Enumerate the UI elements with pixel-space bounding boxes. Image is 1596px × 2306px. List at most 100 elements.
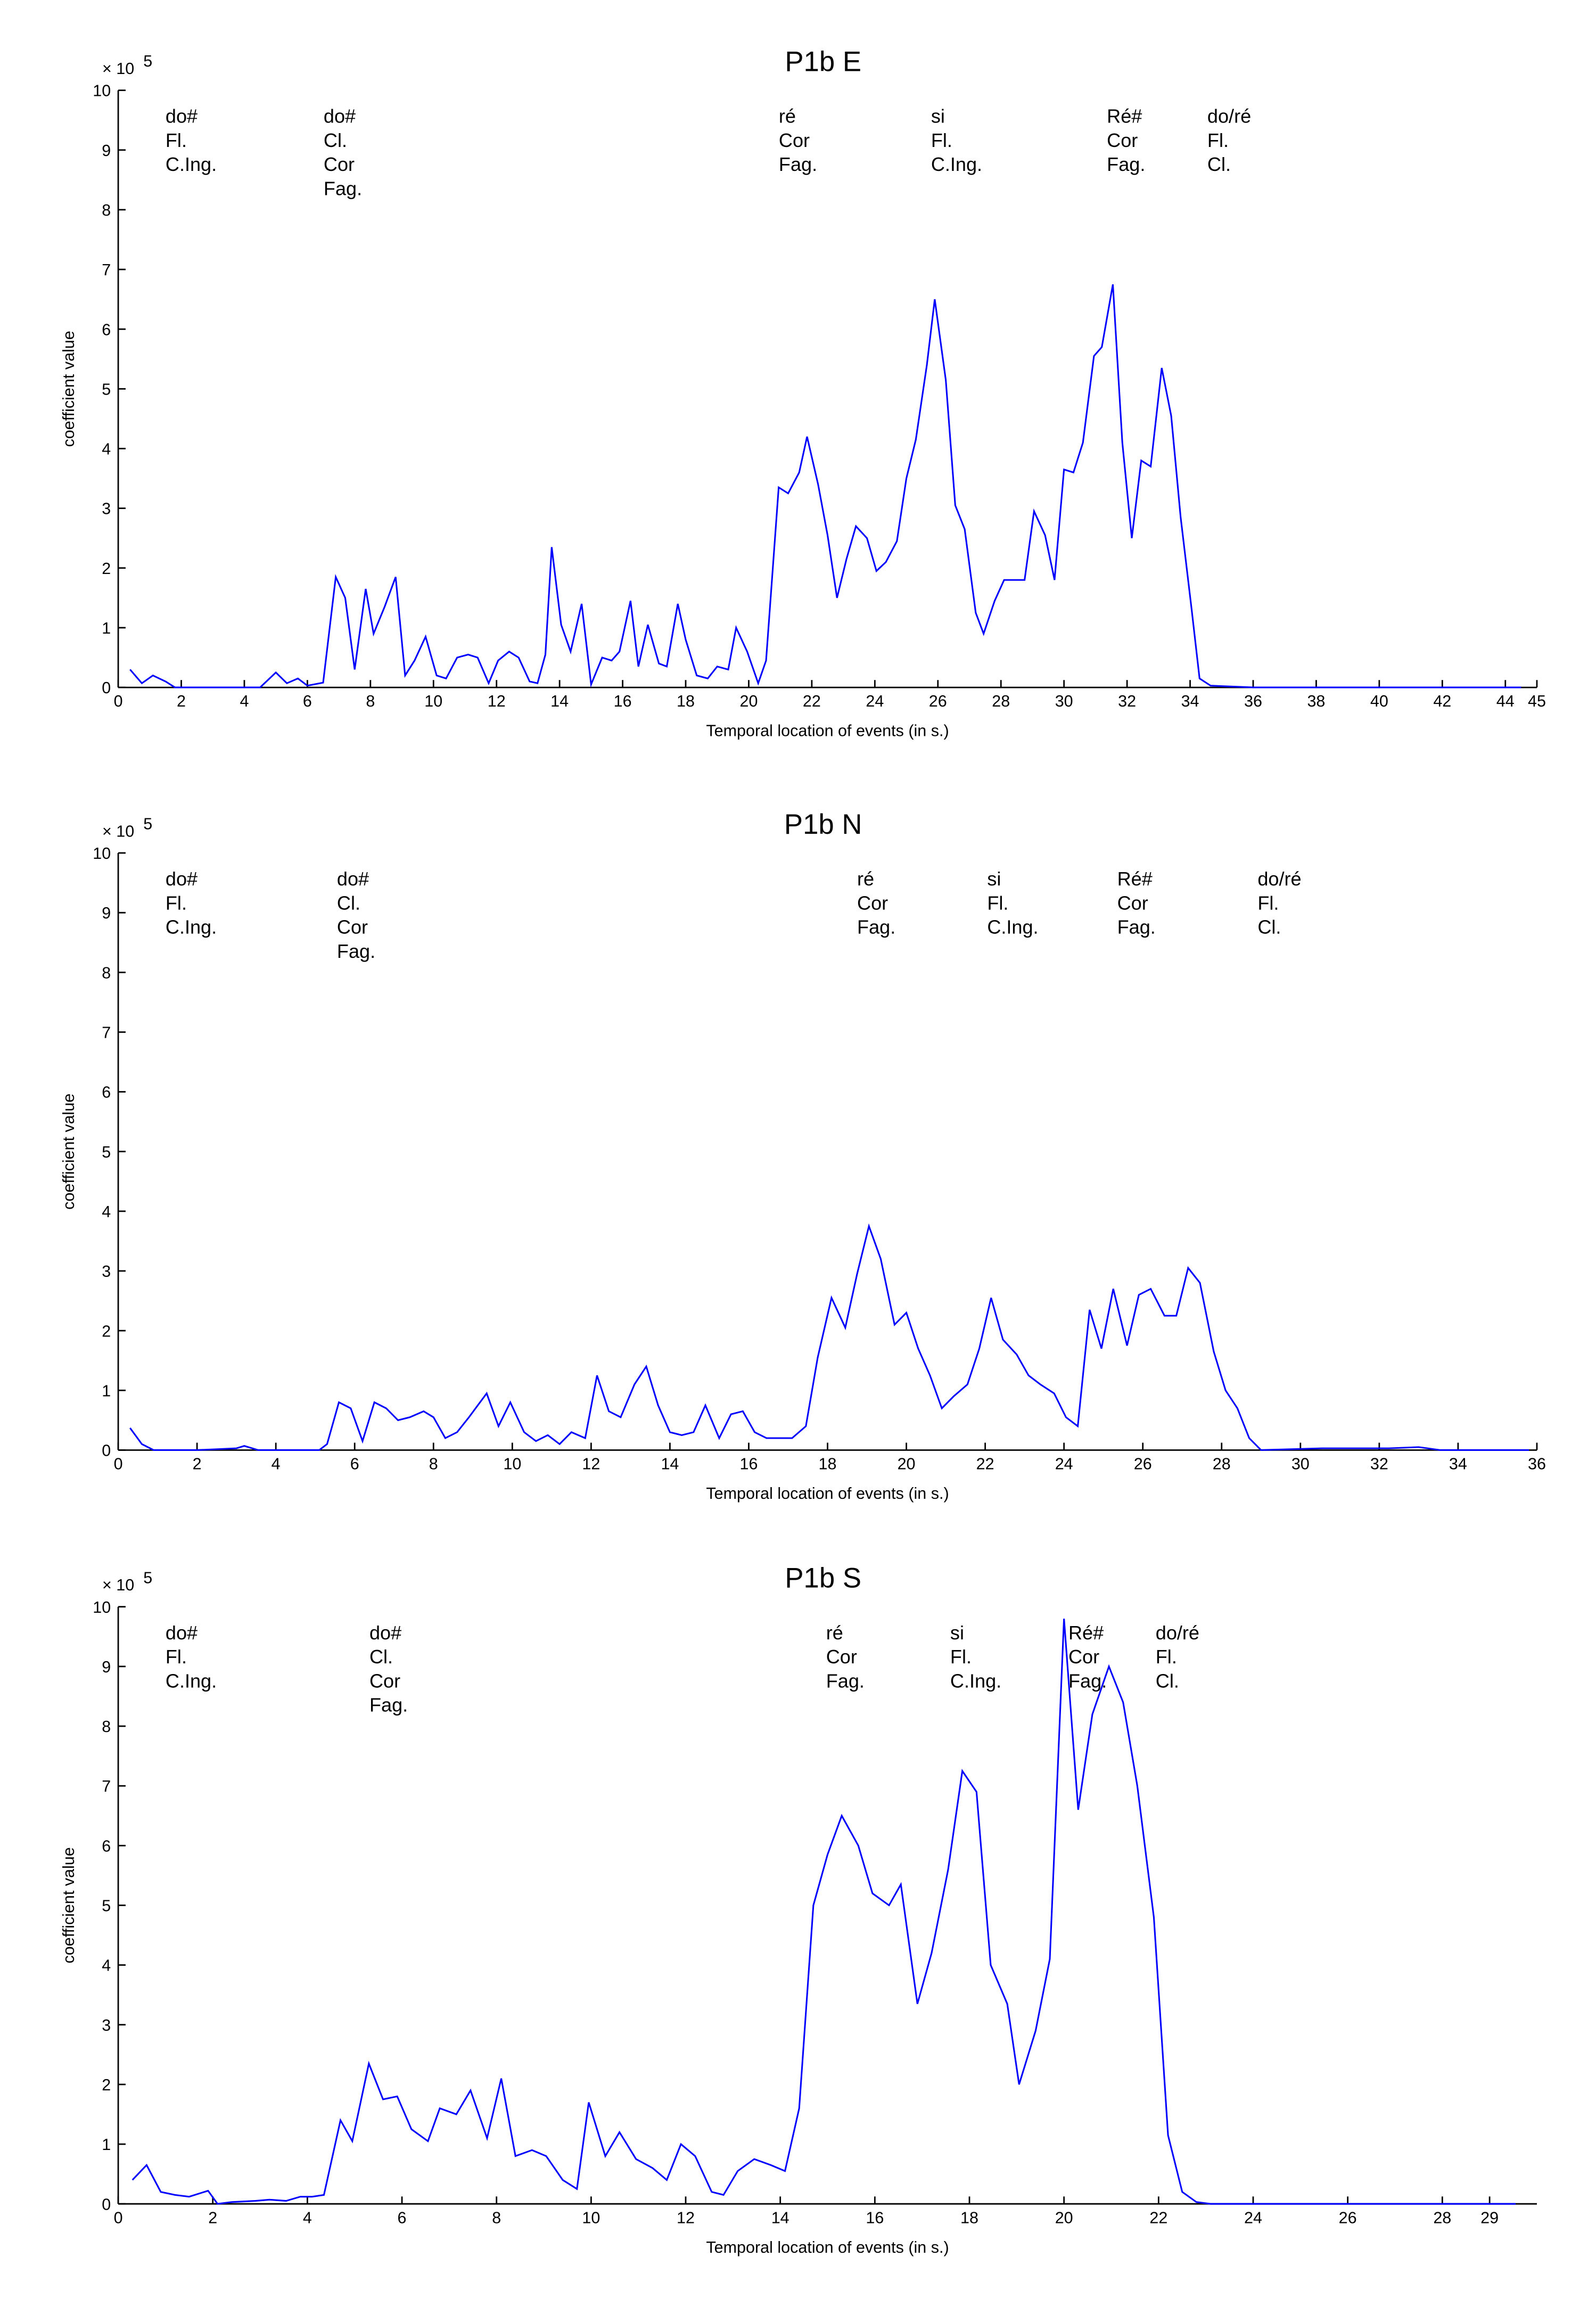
x-tick-label: 2 <box>177 692 186 710</box>
x-tick-label: 20 <box>739 692 758 710</box>
x-tick-label: 4 <box>272 1455 281 1473</box>
annotation: si <box>987 868 1001 890</box>
x-tick-label: 28 <box>1433 2209 1451 2227</box>
annotation: Fl. <box>931 129 952 151</box>
annotation: Fag. <box>1068 1670 1107 1692</box>
chart-title: P1b S <box>785 1563 861 1594</box>
y-tick-label: 10 <box>93 82 111 100</box>
y-tick-label: 1 <box>102 1382 111 1400</box>
annotation: Cl. <box>1207 153 1231 175</box>
y-scale-exponent: 5 <box>143 815 152 833</box>
y-scale-label: × 10 <box>102 822 134 840</box>
y-axis-label: coefficient value <box>60 1847 78 1963</box>
annotation: Fl. <box>166 129 187 151</box>
annotation: C.Ing. <box>950 1670 1001 1692</box>
x-tick-label: 18 <box>960 2209 978 2227</box>
x-tick-label: 4 <box>303 2209 312 2227</box>
chart-title: P1b E <box>785 46 861 78</box>
x-tick-label: 42 <box>1433 692 1451 710</box>
x-tick-label: 4 <box>240 692 249 710</box>
y-tick-label: 2 <box>102 560 111 578</box>
y-scale-exponent: 5 <box>143 52 152 70</box>
x-axis-label: Temporal location of events (in s.) <box>706 1484 949 1503</box>
annotation: Cor <box>324 153 355 175</box>
x-tick-label: 0 <box>114 692 123 710</box>
annotation: Cl. <box>337 892 360 914</box>
annotation: Cor <box>779 129 810 151</box>
x-tick-label: 10 <box>503 1455 521 1473</box>
annotation: Cor <box>826 1646 857 1668</box>
y-tick-label: 3 <box>102 1262 111 1281</box>
x-tick-label: 26 <box>929 692 947 710</box>
annotation: C.Ing. <box>931 153 982 175</box>
x-tick-label: 0 <box>114 1455 123 1473</box>
y-tick-label: 0 <box>102 679 111 697</box>
x-tick-label: 29 <box>1480 2209 1499 2227</box>
annotation: si <box>931 105 945 127</box>
x-tick-label: 18 <box>819 1455 837 1473</box>
annotation: Fl. <box>987 892 1008 914</box>
annotation: Fag. <box>337 940 375 962</box>
y-scale-label: × 10 <box>102 60 134 78</box>
x-tick-label: 18 <box>677 692 695 710</box>
data-line <box>129 1223 1529 1451</box>
annotation: Cor <box>1107 129 1138 151</box>
x-tick-label: 6 <box>398 2209 407 2227</box>
x-tick-label: 12 <box>488 692 506 710</box>
x-tick-label: 6 <box>303 692 312 710</box>
x-axis-label: Temporal location of events (in s.) <box>706 722 949 740</box>
x-tick-label: 30 <box>1055 692 1073 710</box>
annotation: do# <box>166 105 198 127</box>
y-tick-label: 8 <box>102 1718 111 1736</box>
annotation: Cor <box>337 916 368 938</box>
annotation: C.Ing. <box>987 916 1038 938</box>
annotation: Cor <box>1068 1646 1099 1668</box>
annotation: Cl. <box>1257 916 1281 938</box>
annotation: Fag. <box>857 916 895 938</box>
annotation: Fag. <box>1117 916 1156 938</box>
annotation: si <box>950 1622 964 1644</box>
x-tick-label: 14 <box>661 1455 679 1473</box>
y-tick-label: 7 <box>102 1024 111 1042</box>
annotation: Fag. <box>1107 153 1145 175</box>
x-tick-label: 8 <box>492 2209 501 2227</box>
y-tick-label: 7 <box>102 1777 111 1795</box>
data-line <box>131 1619 1516 2205</box>
y-tick-label: 3 <box>102 500 111 518</box>
annotation: do# <box>369 1622 401 1644</box>
y-tick-label: 2 <box>102 2076 111 2094</box>
x-tick-label: 20 <box>1055 2209 1073 2227</box>
annotation: Fag. <box>779 153 817 175</box>
y-tick-label: 5 <box>102 1897 111 1915</box>
x-tick-label: 8 <box>366 692 375 710</box>
y-axis-label: coefficient value <box>60 331 78 447</box>
x-tick-label: 32 <box>1118 692 1136 710</box>
x-tick-label: 22 <box>803 692 821 710</box>
annotation: Fl. <box>166 892 187 914</box>
y-tick-label: 4 <box>102 1957 111 1975</box>
x-tick-label: 28 <box>992 692 1010 710</box>
x-tick-label: 28 <box>1213 1455 1231 1473</box>
x-tick-label: 24 <box>1055 1455 1073 1473</box>
x-tick-label: 12 <box>677 2209 695 2227</box>
annotation: do# <box>337 868 369 890</box>
annotation: Ré# <box>1068 1622 1104 1644</box>
annotation: do/ré <box>1156 1622 1199 1644</box>
x-tick-label: 12 <box>582 1455 600 1473</box>
x-tick-label: 32 <box>1370 1455 1388 1473</box>
y-tick-label: 6 <box>102 1837 111 1855</box>
annotation: Fag. <box>826 1670 865 1692</box>
annotation: do/ré <box>1257 868 1301 890</box>
annotation: do# <box>166 868 198 890</box>
x-tick-label: 14 <box>550 692 569 710</box>
x-tick-label: 8 <box>429 1455 438 1473</box>
annotation: Fl. <box>166 1646 187 1668</box>
annotation: Fl. <box>1156 1646 1177 1668</box>
annotation: Ré# <box>1117 868 1153 890</box>
annotation: Fl. <box>1257 892 1279 914</box>
annotation: do# <box>166 1622 198 1644</box>
x-tick-label: 38 <box>1307 692 1325 710</box>
